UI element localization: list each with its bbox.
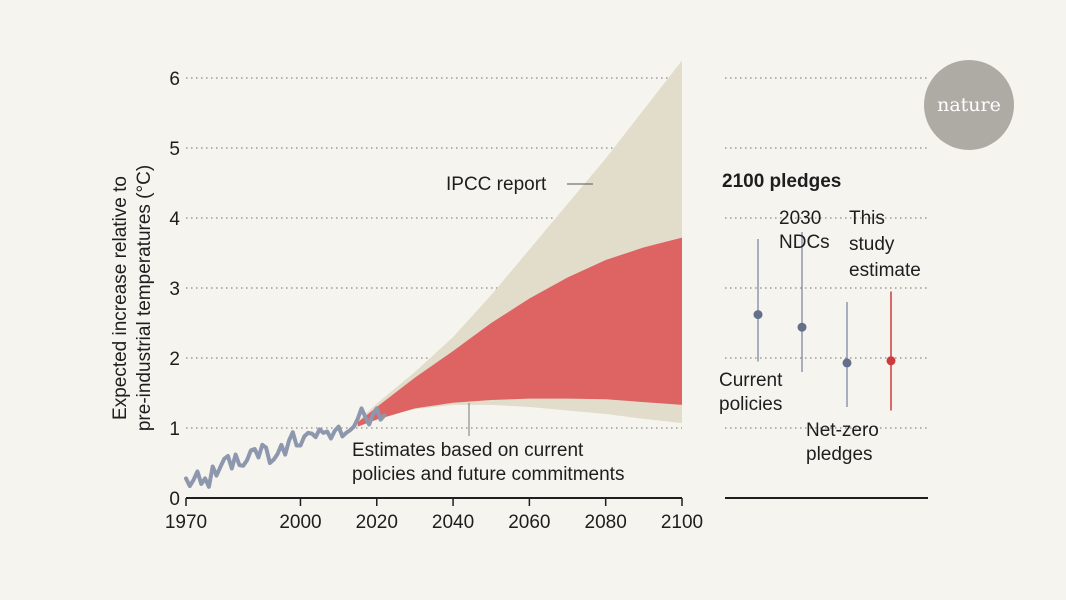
x-tick-label: 2000 bbox=[279, 512, 321, 533]
estimates-label-line2: policies and future commitments bbox=[352, 464, 624, 485]
pledge-point bbox=[797, 322, 807, 332]
x-tick-label: 2060 bbox=[508, 512, 550, 533]
x-tick-label: 2080 bbox=[585, 512, 627, 533]
pledge-point bbox=[886, 356, 896, 366]
pledge-marker bbox=[797, 232, 807, 372]
pledge-label-ndcs-line1: 2030 bbox=[779, 208, 821, 229]
pledge-label-study-line2: study bbox=[849, 234, 895, 255]
pledges-title: 2100 pledges bbox=[722, 171, 841, 192]
y-tick-label: 0 bbox=[169, 489, 180, 510]
pledge-label-netzero-line2: pledges bbox=[806, 444, 873, 465]
estimates-range-band bbox=[357, 237, 682, 427]
y-tick-label: 6 bbox=[169, 69, 180, 90]
pledge-grid-lines bbox=[725, 77, 928, 429]
band-layer bbox=[357, 60, 682, 427]
ipcc-label: IPCC report bbox=[446, 174, 547, 195]
y-tick-label: 2 bbox=[169, 349, 180, 370]
pledge-markers bbox=[753, 232, 896, 411]
y-tick-label: 3 bbox=[169, 279, 180, 300]
tick-labels: 0 1 2 3 4 5 6 1970 2000 2020 2040 2060 2080 2100 bbox=[165, 69, 703, 533]
y-axis-label-line2: pre-industrial temperatures (°C) bbox=[134, 165, 155, 431]
pledge-label-current-line2: policies bbox=[719, 394, 782, 415]
pledge-label-study-line1: This bbox=[849, 208, 885, 229]
x-tick-label: 2100 bbox=[661, 512, 703, 533]
pledge-point bbox=[753, 310, 763, 320]
pledge-label-current-line1: Current bbox=[719, 370, 783, 391]
pledge-marker bbox=[842, 302, 852, 407]
pledge-label-ndcs-line2: NDCs bbox=[779, 232, 830, 253]
y-axis-label-line1: Expected increase relative to bbox=[110, 176, 131, 420]
ipcc-annotation: IPCC report bbox=[446, 174, 593, 195]
observed-temperature-line bbox=[184, 406, 387, 489]
observed-line-layer bbox=[184, 406, 387, 489]
pledge-point bbox=[842, 358, 852, 368]
x-tick-label: 2020 bbox=[356, 512, 398, 533]
y-tick-label: 5 bbox=[169, 139, 180, 160]
nature-logo: nature bbox=[924, 60, 1014, 150]
logo-text: nature bbox=[937, 94, 1001, 116]
x-tick-label: 1970 bbox=[165, 512, 207, 533]
pledge-label-netzero-line1: Net-zero bbox=[806, 420, 879, 441]
x-tick-label: 2040 bbox=[432, 512, 474, 533]
estimates-label-line1: Estimates based on current bbox=[352, 440, 584, 461]
logo-circle bbox=[924, 60, 1014, 150]
y-axis-label: Expected increase relative to pre-indust… bbox=[110, 165, 155, 431]
y-tick-label: 4 bbox=[169, 209, 180, 230]
grid-lines bbox=[186, 77, 682, 499]
pledge-label-study-line3: estimate bbox=[849, 260, 921, 281]
pledge-marker bbox=[886, 291, 896, 411]
pledge-marker bbox=[753, 239, 763, 362]
y-tick-label: 1 bbox=[169, 419, 180, 440]
estimates-annotation: Estimates based on current policies and … bbox=[352, 403, 624, 485]
